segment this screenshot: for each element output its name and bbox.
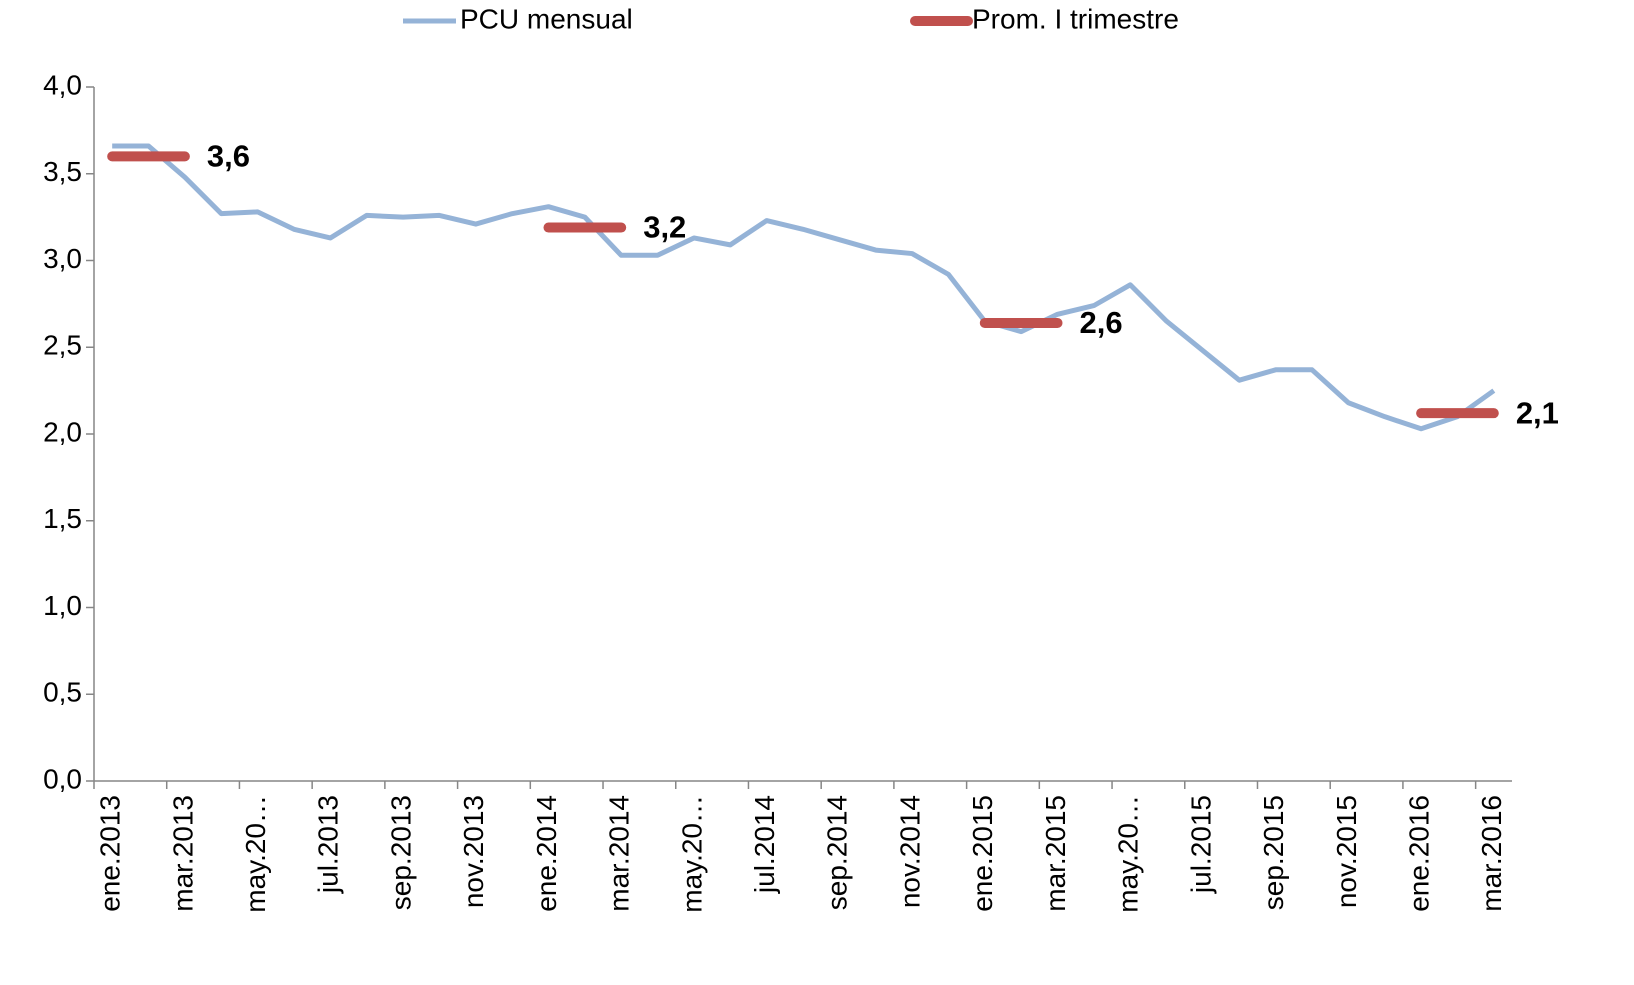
x-tick-label: mar.2014 — [604, 795, 635, 912]
y-tick-label: 2,5 — [43, 330, 82, 361]
x-tick-label: ene.2014 — [531, 795, 562, 912]
data-label: 2,1 — [1516, 395, 1559, 430]
x-tick-label: may.20… — [1113, 795, 1144, 913]
x-tick-label: sep.2015 — [1258, 795, 1289, 910]
data-label: 3,2 — [643, 210, 686, 245]
x-tick-label: sep.2014 — [822, 795, 853, 910]
y-tick-label: 0,5 — [43, 677, 82, 708]
legend-label: PCU mensual — [460, 3, 633, 34]
x-tick-label: jul.2014 — [749, 795, 780, 894]
legend-label: Prom. I trimestre — [972, 3, 1179, 34]
y-tick-label: 1,0 — [43, 590, 82, 621]
series-line — [112, 143, 1496, 432]
x-tick-label: may.20… — [676, 795, 707, 913]
x-tick-label: jul.2015 — [1185, 795, 1216, 894]
x-tick-label: jul.2013 — [313, 795, 344, 894]
data-label: 3,6 — [207, 139, 250, 174]
y-tick-label: 0,0 — [43, 763, 82, 794]
x-tick-label: mar.2016 — [1476, 795, 1507, 912]
x-tick-label: mar.2013 — [167, 795, 198, 912]
series-line — [107, 151, 1499, 419]
y-tick-label: 2,0 — [43, 416, 82, 447]
x-tick-label: ene.2015 — [967, 795, 998, 912]
y-tick-label: 1,5 — [43, 503, 82, 534]
x-tick-label: nov.2013 — [458, 795, 489, 908]
x-tick-label: sep.2013 — [385, 795, 416, 910]
y-tick-label: 3,0 — [43, 243, 82, 274]
x-tick-label: ene.2016 — [1403, 795, 1434, 912]
y-tick-label: 3,5 — [43, 156, 82, 187]
data-label: 2,6 — [1080, 305, 1123, 340]
y-tick-label: 4,0 — [43, 69, 82, 100]
x-tick-label: mar.2015 — [1040, 795, 1071, 912]
x-tick-label: nov.2014 — [894, 795, 925, 908]
x-tick-label: ene.2013 — [95, 795, 126, 912]
x-tick-label: nov.2015 — [1331, 795, 1362, 908]
x-tick-label: may.20… — [240, 795, 271, 913]
